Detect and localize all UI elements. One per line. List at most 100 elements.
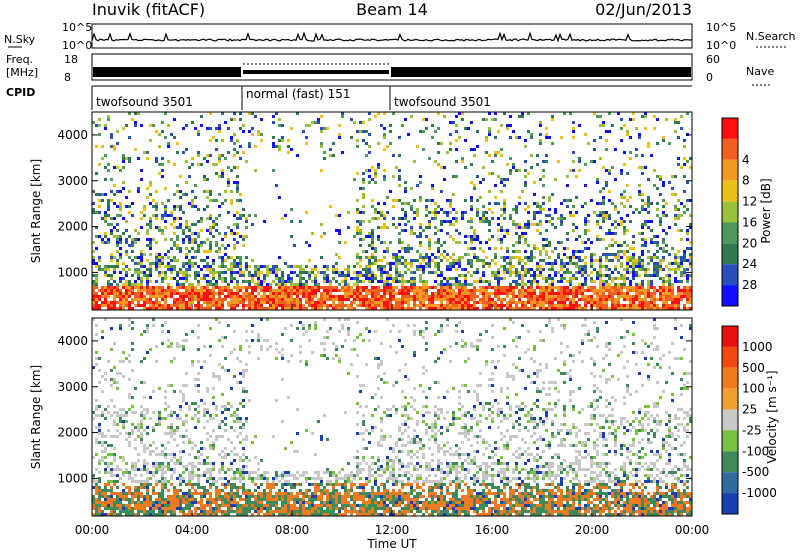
heatmap-cell [122,286,125,289]
heatmap-cell [482,262,485,265]
heatmap-cell [506,289,509,292]
heatmap-cell [170,268,173,271]
nsky-tick-top: 10^5 [62,21,92,34]
heatmap-cell [452,298,455,301]
heatmap-cell [299,280,302,283]
heatmap-cell [644,244,647,247]
heatmap-cell [98,510,101,513]
heatmap-cell [326,265,329,268]
heatmap-cell [260,271,263,274]
heatmap-cell [494,112,497,115]
heatmap-cell [314,277,317,280]
heatmap-cell [200,441,203,444]
heatmap-cell [209,289,212,292]
heatmap-cell [626,307,629,310]
heatmap-cell [512,256,515,259]
heatmap-cell [326,277,329,280]
heatmap-cell [161,214,164,217]
heatmap-cell [620,307,623,310]
heatmap-cell [503,271,506,274]
heatmap-cell [341,151,344,154]
heatmap-cell [518,259,521,262]
heatmap-cell [161,286,164,289]
heatmap-cell [380,277,383,280]
heatmap-cell [263,307,266,310]
y-tick-label: 2000 [57,220,88,234]
heatmap-cell [221,462,224,465]
heatmap-cell [92,280,95,283]
heatmap-cell [197,348,200,351]
heatmap-cell [158,307,161,310]
heatmap-cell [140,304,143,307]
heatmap-cell [380,214,383,217]
heatmap-cell [422,271,425,274]
heatmap-cell [182,307,185,310]
heatmap-cell [677,250,680,253]
heatmap-cell [101,513,104,516]
heatmap-cell [386,283,389,286]
heatmap-cell [242,130,245,133]
heatmap-cell [170,271,173,274]
heatmap-cell [275,295,278,298]
heatmap-cell [137,507,140,510]
heatmap-cell [152,238,155,241]
heatmap-cell [143,214,146,217]
heatmap-cell [605,256,608,259]
heatmap-cell [167,289,170,292]
heatmap-cell [221,154,224,157]
heatmap-cell [632,235,635,238]
heatmap-cell [515,301,518,304]
heatmap-cell [290,301,293,304]
heatmap-cell [176,507,179,510]
heatmap-cell [221,435,224,438]
heatmap-cell [125,486,128,489]
heatmap-cell [488,133,491,136]
heatmap-cell [533,301,536,304]
heatmap-cell [125,292,128,295]
heatmap-cell [236,232,239,235]
heatmap-cell [269,304,272,307]
heatmap-cell [623,226,626,229]
heatmap-cell [425,295,428,298]
heatmap-cell [134,280,137,283]
heatmap-cell [131,468,134,471]
heatmap-cell [128,435,131,438]
heatmap-cell [461,214,464,217]
heatmap-cell [398,298,401,301]
heatmap-cell [218,127,221,130]
heatmap-cell [107,483,110,486]
heatmap-cell [602,199,605,202]
heatmap-cell [668,295,671,298]
heatmap-cell [368,271,371,274]
heatmap-cell [581,205,584,208]
heatmap-cell [179,223,182,226]
heatmap-cell [98,199,101,202]
heatmap-cell [179,307,182,310]
heatmap-cell [440,298,443,301]
heatmap-cell [272,292,275,295]
heatmap-cell [197,295,200,298]
heatmap-cell [209,483,212,486]
heatmap-cell [122,295,125,298]
heatmap-cell [386,307,389,310]
heatmap-cell [338,229,341,232]
heatmap-cell [482,307,485,310]
heatmap-cell [194,262,197,265]
heatmap-cell [272,115,275,118]
heatmap-cell [215,250,218,253]
heatmap-cell [446,304,449,307]
heatmap-cell [176,238,179,241]
heatmap-cell [473,184,476,187]
heatmap-cell [113,405,116,408]
heatmap-cell [137,423,140,426]
heatmap-cell [179,304,182,307]
heatmap-cell [122,166,125,169]
heatmap-cell [110,277,113,280]
heatmap-cell [527,271,530,274]
heatmap-cell [158,301,161,304]
heatmap-cell [119,253,122,256]
heatmap-cell [233,271,236,274]
heatmap-cell [458,292,461,295]
heatmap-cell [497,223,500,226]
heatmap-cell [254,304,257,307]
